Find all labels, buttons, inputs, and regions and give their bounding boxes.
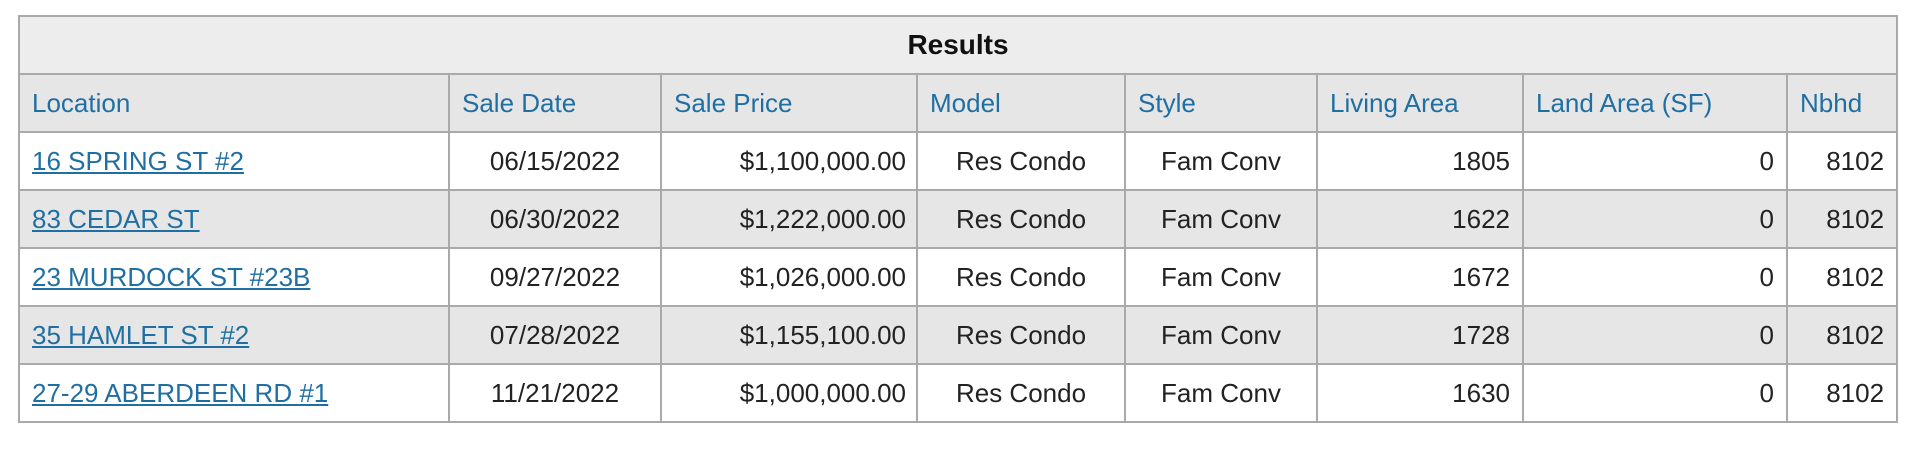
column-header-nbhd[interactable]: Nbhd — [1785, 73, 1899, 133]
location-link[interactable]: 35 HAMLET ST #2 — [32, 319, 250, 350]
results-panel: Results Location Sale Date Sale Price Mo… — [17, 15, 1899, 423]
sale-price-cell: $1,100,000.00 — [660, 131, 918, 191]
style-cell: Fam Conv — [1124, 131, 1318, 191]
model-cell: Res Condo — [916, 247, 1126, 307]
land-area-cell: 0 — [1522, 189, 1788, 249]
table-title: Results — [17, 15, 1899, 75]
column-header-style[interactable]: Style — [1124, 73, 1318, 133]
column-header-land-area[interactable]: Land Area (SF) — [1522, 73, 1788, 133]
location-link[interactable]: 16 SPRING ST #2 — [32, 145, 244, 176]
column-header-location[interactable]: Location — [18, 73, 450, 133]
nbhd-cell: 8102 — [1785, 131, 1899, 191]
sale-price-cell: $1,000,000.00 — [660, 363, 918, 423]
location-link[interactable]: 83 CEDAR ST — [32, 203, 200, 234]
sale-price-cell: $1,222,000.00 — [660, 189, 918, 249]
style-cell: Fam Conv — [1124, 189, 1318, 249]
sale-price-cell: $1,026,000.00 — [660, 247, 918, 307]
living-area-cell: 1728 — [1316, 305, 1524, 365]
living-area-cell: 1805 — [1316, 131, 1524, 191]
location-cell: 35 HAMLET ST #2 — [18, 305, 450, 365]
location-cell: 83 CEDAR ST — [18, 189, 450, 249]
column-header-model[interactable]: Model — [916, 73, 1126, 133]
caption-row: Results — [17, 15, 1899, 75]
sale-date-cell: 06/30/2022 — [448, 189, 662, 249]
style-cell: Fam Conv — [1124, 247, 1318, 307]
column-header-living-area[interactable]: Living Area — [1316, 73, 1524, 133]
land-area-cell: 0 — [1522, 131, 1788, 191]
location-link[interactable]: 27-29 ABERDEEN RD #1 — [32, 377, 329, 408]
sale-date-cell: 09/27/2022 — [448, 247, 662, 307]
location-link[interactable]: 23 MURDOCK ST #23B — [32, 261, 311, 292]
land-area-cell: 0 — [1522, 363, 1788, 423]
table-row: 16 SPRING ST #2 06/15/2022 $1,100,000.00… — [18, 131, 1899, 191]
model-cell: Res Condo — [916, 363, 1126, 423]
table-row: 27-29 ABERDEEN RD #1 11/21/2022 $1,000,0… — [18, 363, 1899, 423]
sale-date-cell: 06/15/2022 — [448, 131, 662, 191]
model-cell: Res Condo — [916, 305, 1126, 365]
column-header-sale-price[interactable]: Sale Price — [660, 73, 918, 133]
sale-date-cell: 07/28/2022 — [448, 305, 662, 365]
location-cell: 16 SPRING ST #2 — [18, 131, 450, 191]
table-row: 23 MURDOCK ST #23B 09/27/2022 $1,026,000… — [18, 247, 1899, 307]
land-area-cell: 0 — [1522, 305, 1788, 365]
location-cell: 27-29 ABERDEEN RD #1 — [18, 363, 450, 423]
model-cell: Res Condo — [916, 189, 1126, 249]
living-area-cell: 1622 — [1316, 189, 1524, 249]
nbhd-cell: 8102 — [1785, 305, 1899, 365]
sale-price-cell: $1,155,100.00 — [660, 305, 918, 365]
living-area-cell: 1630 — [1316, 363, 1524, 423]
style-cell: Fam Conv — [1124, 363, 1318, 423]
nbhd-cell: 8102 — [1785, 247, 1899, 307]
header-row: Location Sale Date Sale Price Model Styl… — [18, 73, 1899, 133]
table-row: 35 HAMLET ST #2 07/28/2022 $1,155,100.00… — [18, 305, 1899, 365]
living-area-cell: 1672 — [1316, 247, 1524, 307]
table-row: 83 CEDAR ST 06/30/2022 $1,222,000.00 Res… — [18, 189, 1899, 249]
nbhd-cell: 8102 — [1785, 363, 1899, 423]
style-cell: Fam Conv — [1124, 305, 1318, 365]
sale-date-cell: 11/21/2022 — [448, 363, 662, 423]
nbhd-cell: 8102 — [1785, 189, 1899, 249]
column-header-sale-date[interactable]: Sale Date — [448, 73, 662, 133]
results-table: Results Location Sale Date Sale Price Mo… — [17, 15, 1899, 423]
model-cell: Res Condo — [916, 131, 1126, 191]
land-area-cell: 0 — [1522, 247, 1788, 307]
location-cell: 23 MURDOCK ST #23B — [18, 247, 450, 307]
